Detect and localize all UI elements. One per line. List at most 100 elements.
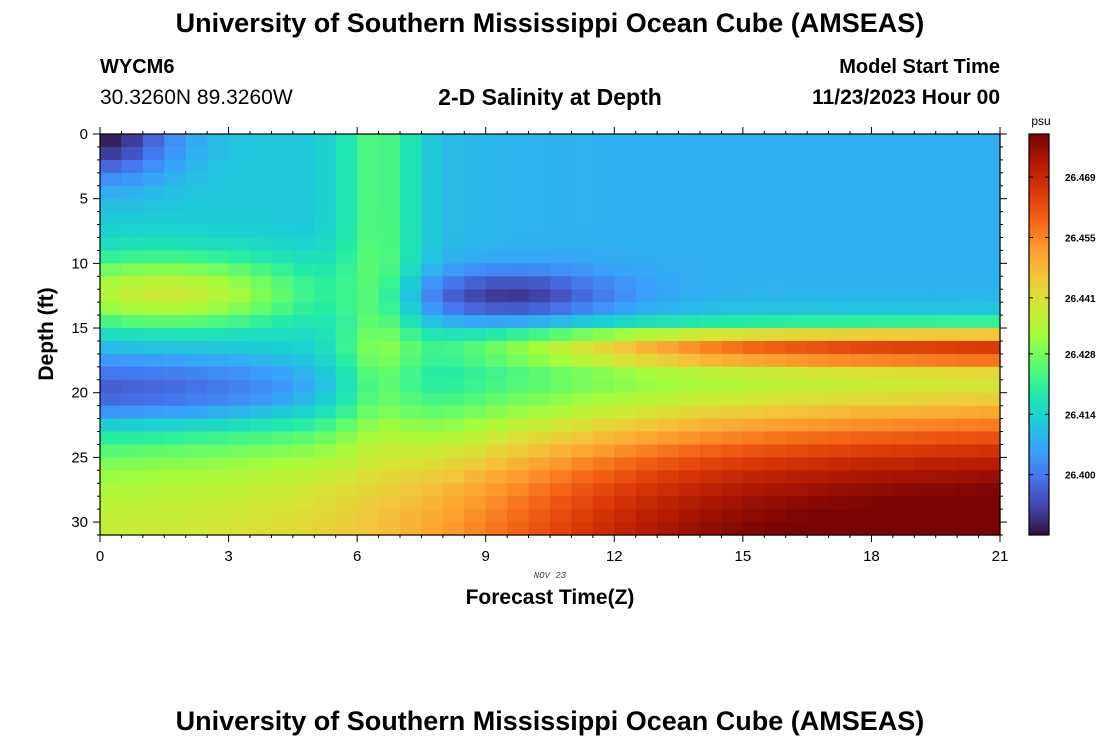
heatmap-cell — [914, 418, 937, 433]
heatmap-cell — [421, 263, 444, 277]
heatmap-cell — [571, 134, 594, 148]
heatmap-cell — [892, 185, 915, 200]
heatmap-cell — [571, 496, 594, 510]
heatmap-cell — [292, 250, 315, 264]
heatmap-cell — [550, 509, 573, 523]
heatmap-cell — [571, 159, 594, 174]
heatmap-cell — [357, 211, 380, 226]
heatmap-cell — [357, 405, 380, 420]
heatmap-cell — [228, 340, 251, 355]
heatmap-cell — [378, 418, 401, 433]
heatmap-cell — [121, 146, 144, 161]
heatmap-cell — [228, 418, 251, 433]
heatmap-cell — [464, 315, 487, 329]
heatmap-cell — [121, 211, 144, 226]
heatmap-cell — [764, 418, 787, 433]
heatmap-cell — [164, 340, 187, 355]
heatmap-cell — [935, 146, 958, 161]
heatmap-cell — [207, 470, 230, 484]
heatmap-cell — [185, 224, 208, 239]
colorbar-tick-label: 26.414 — [1065, 410, 1096, 421]
heatmap-cell — [228, 457, 251, 471]
heatmap-cell — [121, 276, 144, 290]
heatmap-cell — [914, 289, 937, 303]
heatmap-cell — [314, 211, 337, 226]
heatmap-cell — [614, 237, 637, 252]
heatmap-cell — [528, 418, 551, 433]
heatmap-cell — [400, 198, 423, 213]
heatmap-cell — [185, 172, 208, 187]
heatmap-cell — [807, 172, 830, 187]
heatmap-cell — [400, 353, 423, 368]
heatmap-cell — [957, 211, 980, 226]
heatmap-cell — [828, 198, 851, 213]
heatmap-cell — [700, 496, 723, 510]
heatmap-cell — [485, 302, 508, 316]
heatmap-cell — [742, 418, 765, 433]
heatmap-cell — [614, 134, 637, 148]
heatmap-cell — [935, 328, 958, 342]
heatmap-cell — [314, 470, 337, 484]
heatmap-cell — [378, 522, 401, 536]
heatmap-cell — [614, 340, 637, 355]
heatmap-cell — [292, 263, 315, 277]
heatmap-cell — [764, 276, 787, 290]
heatmap-cell — [571, 172, 594, 187]
heatmap-cell — [400, 302, 423, 316]
heatmap-cell — [121, 366, 144, 381]
heatmap-cell — [485, 509, 508, 523]
heatmap-cell — [850, 405, 873, 420]
heatmap-cell — [957, 470, 980, 484]
heatmap-cell — [935, 379, 958, 394]
heatmap-cell — [614, 328, 637, 342]
heatmap-cell — [785, 431, 808, 446]
heatmap-cell — [507, 496, 530, 510]
heatmap-cell — [807, 289, 830, 303]
heatmap-cell — [100, 366, 123, 381]
heatmap-cell — [442, 211, 465, 226]
colorbar — [1028, 133, 1050, 536]
colorbar-tick-label: 26.400 — [1065, 471, 1096, 482]
heatmap-cell — [507, 470, 530, 484]
heatmap-cell — [100, 496, 123, 510]
heatmap-cell — [721, 392, 744, 407]
heatmap-cell — [400, 522, 423, 536]
heatmap-cell — [721, 146, 744, 161]
heatmap-cell — [764, 250, 787, 264]
heatmap-cell — [850, 289, 873, 303]
heatmap-cell — [100, 418, 123, 433]
heatmap-cell — [335, 276, 358, 290]
heatmap-cell — [250, 289, 273, 303]
heatmap-cell — [271, 483, 294, 497]
heatmap-cell — [828, 250, 851, 264]
heatmap-cell — [485, 431, 508, 446]
heatmap-cell — [207, 353, 230, 368]
heatmap-cell — [507, 134, 530, 148]
heatmap-cell — [550, 276, 573, 290]
heatmap-cell — [957, 185, 980, 200]
heatmap-cell — [571, 366, 594, 381]
heatmap-cell — [164, 328, 187, 342]
heatmap-cell — [464, 366, 487, 381]
heatmap-cell — [635, 496, 658, 510]
y-tick-label: 30 — [71, 514, 88, 531]
heatmap-cell — [528, 522, 551, 536]
heatmap-cell — [592, 379, 615, 394]
heatmap-cell — [185, 198, 208, 213]
heatmap-cell — [528, 444, 551, 458]
heatmap-cell — [507, 392, 530, 407]
heatmap-cell — [442, 315, 465, 329]
heatmap-cell — [335, 509, 358, 523]
heatmap-cell — [121, 315, 144, 329]
heatmap-cell — [635, 353, 658, 368]
heatmap-cell — [785, 263, 808, 277]
heatmap-cell — [742, 444, 765, 458]
heatmap-cell — [400, 444, 423, 458]
heatmap-cell — [657, 483, 680, 497]
heatmap-cell — [250, 134, 273, 148]
heatmap-cell — [207, 444, 230, 458]
heatmap-cell — [657, 392, 680, 407]
heatmap-cell — [335, 263, 358, 277]
heatmap-cell — [764, 328, 787, 342]
heatmap-cell — [935, 457, 958, 471]
